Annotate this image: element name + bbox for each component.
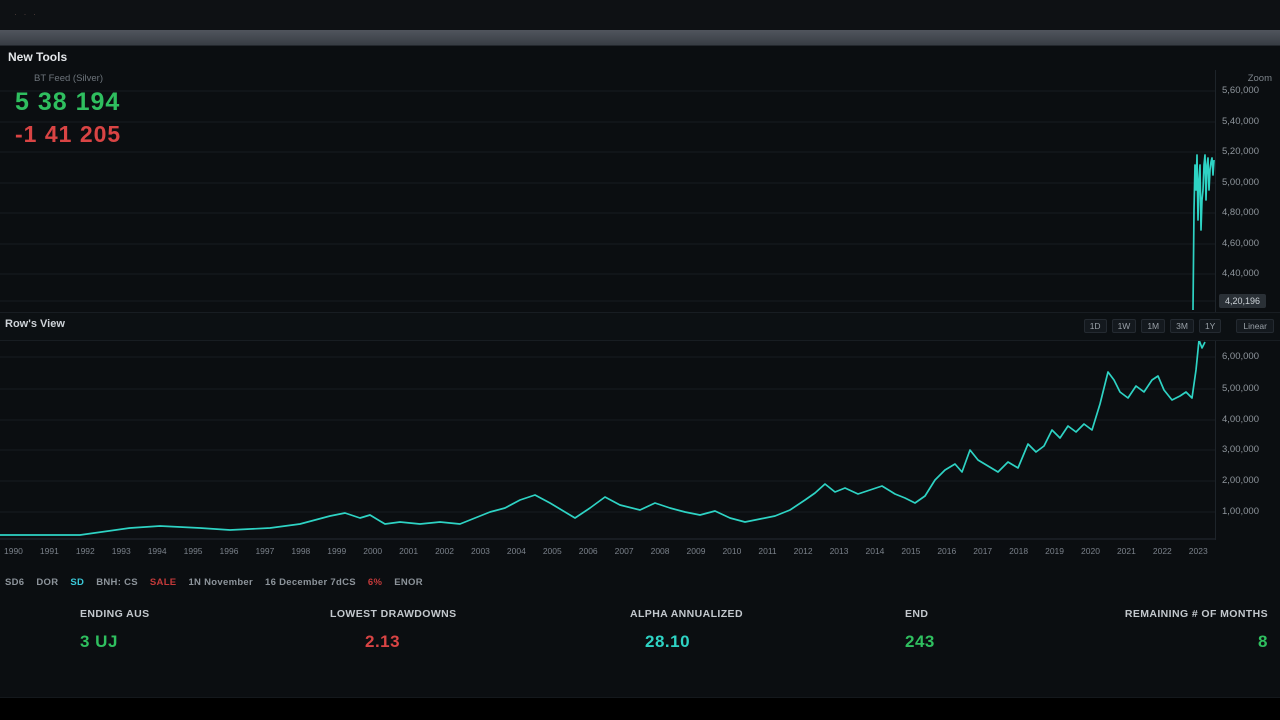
timeframe-button[interactable]: 1M [1141, 319, 1166, 333]
x-axis-tick: 2021 [1116, 546, 1136, 556]
legend-token[interactable]: DOR [36, 577, 59, 588]
x-axis-tick: 2007 [614, 546, 634, 556]
legend-token[interactable]: SALE [149, 577, 177, 588]
x-axis-tick: 2001 [399, 546, 419, 556]
timeframe-button[interactable]: 1W [1111, 319, 1137, 333]
y-axis-label: 4,80,000 [1222, 207, 1259, 218]
x-axis-tick: 2002 [435, 546, 454, 556]
legend-token[interactable]: 16 December 7dCS [265, 577, 356, 588]
price-tag: 4,20,196 [1219, 294, 1267, 308]
x-axis-tick: 2019 [1045, 546, 1065, 556]
x-axis-tick: 2004 [506, 546, 526, 556]
bottom-bar [0, 697, 1280, 720]
x-axis-tick: 2009 [686, 546, 706, 556]
price-history-chart[interactable] [0, 340, 1215, 540]
stat-value: 3 UJ [80, 632, 118, 651]
legend-token[interactable]: BNH: CS [96, 577, 138, 588]
y-axis-label: 6,00,000 [1222, 351, 1259, 362]
x-axis-tick: 2014 [865, 546, 885, 556]
x-axis-tick: 1997 [255, 546, 275, 556]
stat-label: END [905, 608, 929, 620]
x-axis-tick: 1991 [39, 546, 59, 556]
x-axis-tick: 2012 [793, 546, 813, 556]
legend-token[interactable]: 6% [367, 577, 383, 588]
x-axis-tick: 1992 [75, 546, 95, 556]
timeframe-button[interactable]: 1Y [1198, 319, 1222, 333]
y-axis-label: 5,60,000 [1222, 85, 1259, 96]
y-axis-label: 5,00,000 [1222, 177, 1259, 188]
y-axis-label: 3,00,000 [1222, 444, 1259, 455]
price-current: 5 38 194 [15, 88, 121, 116]
price-history-line [0, 340, 1206, 536]
stat-label: LOWEST DRAWDOWNS [330, 608, 457, 620]
x-axis-tick: 2005 [542, 546, 562, 556]
y-axis-label: 2,00,000 [1222, 475, 1259, 486]
y-axis-label: 5,00,000 [1222, 383, 1259, 394]
price-change: -1 41 205 [15, 121, 122, 147]
zoom-control[interactable]: Zoom [1247, 73, 1272, 84]
legend-token[interactable]: SD [70, 577, 85, 588]
stat-label: ALPHA ANNUALIZED [630, 608, 743, 620]
stat-value: 243 [905, 632, 935, 651]
x-axis-tick: 1993 [111, 546, 131, 556]
x-axis-tick: 2011 [758, 546, 777, 556]
pane2-title: Row's View [5, 318, 65, 330]
x-axis-tick: 2016 [937, 546, 957, 556]
x-axis-tick: 1995 [183, 546, 203, 556]
stat-block: END 243 [905, 608, 935, 652]
scale-toggle-button[interactable]: Linear [1236, 319, 1274, 333]
x-axis-tick: 2003 [470, 546, 490, 556]
x-axis-tick: 1994 [147, 546, 167, 556]
x-axis-tick: 1996 [219, 546, 239, 556]
timeframe-selector: 1D 1W 1M 3M 1Y Linear [1083, 319, 1274, 333]
stats-row: ENDING AUS 3 UJ LOWEST DRAWDOWNS 2.13 ALPHA … [0, 608, 1280, 668]
y-axis-label: 4,40,000 [1222, 268, 1259, 279]
x-axis-tick: 1990 [4, 546, 23, 556]
page-title: New Tools [8, 50, 68, 64]
window-hint: · · · [14, 9, 38, 19]
x-axis: 1990 1991 1992 1993 1994 1995 1996 1997 1998 1999… [0, 546, 1212, 556]
y-axis-label: 1,00,000 [1222, 506, 1259, 517]
y-axis-label: 5,20,000 [1222, 146, 1259, 157]
x-axis-tick: 2006 [578, 546, 598, 556]
chart-subtitle: BT Feed (Silver) [34, 73, 103, 84]
x-axis-tick: 2010 [722, 546, 742, 556]
stat-block: ENDING AUS 3 UJ [80, 608, 150, 652]
stat-value: 28.10 [645, 632, 691, 651]
stat-block: REMAINING # OF MONTHS 8 [1048, 608, 1268, 652]
x-axis-tick: 2017 [973, 546, 993, 556]
legend-token[interactable]: 1N November [188, 577, 253, 588]
toolbar-strip[interactable] [0, 30, 1280, 46]
stat-value: 8 [1258, 632, 1268, 651]
timeframe-button[interactable]: 1D [1083, 319, 1107, 333]
y-axis-label: 4,60,000 [1222, 238, 1259, 249]
x-axis-tick: 2015 [901, 546, 921, 556]
x-axis-tick: 2008 [650, 546, 670, 556]
x-axis-tick: 2022 [1152, 546, 1172, 556]
x-axis-tick: 2000 [363, 546, 383, 556]
pane-divider [0, 312, 1280, 341]
price-detail-chart[interactable] [0, 70, 1215, 310]
timeframe-button[interactable]: 3M [1170, 319, 1194, 333]
legend-toolbar: SD6 DOR SD BNH: CS SALE 1N November 16 Decembe… [5, 577, 423, 588]
x-axis-tick: 2018 [1009, 546, 1029, 556]
stat-block: ALPHA ANNUALIZED 28.10 [630, 608, 743, 652]
legend-token[interactable]: ENOR [394, 577, 423, 588]
x-axis-tick: 2020 [1081, 546, 1100, 556]
x-axis-tick: 1999 [327, 546, 347, 556]
stat-label: REMAINING # OF MONTHS [1124, 608, 1268, 620]
stat-label: ENDING AUS [80, 608, 150, 620]
stat-block: LOWEST DRAWDOWNS 2.13 [330, 608, 457, 652]
x-axis-tick: 1998 [291, 546, 311, 556]
titlebar: · · · [0, 0, 1280, 30]
price-spike [1192, 154, 1215, 310]
y-axis-column: 5,60,000 5,40,000 5,20,000 5,00,000 4,80,000… [1215, 70, 1280, 540]
legend-token[interactable]: SD6 [5, 577, 25, 588]
x-axis-tick: 2023 [1188, 546, 1208, 556]
x-axis-tick: 2013 [829, 546, 849, 556]
y-axis-label: 5,40,000 [1222, 116, 1259, 127]
stat-value: 2.13 [365, 632, 401, 651]
y-axis-label: 4,00,000 [1222, 414, 1259, 425]
